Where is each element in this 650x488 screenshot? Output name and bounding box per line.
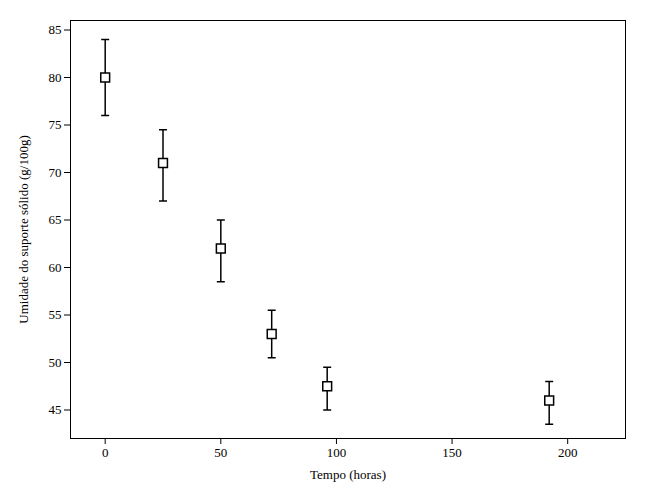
svg-text:45: 45 (49, 402, 62, 417)
svg-text:70: 70 (49, 165, 62, 180)
svg-text:55: 55 (49, 307, 62, 322)
svg-text:85: 85 (49, 22, 62, 37)
svg-text:200: 200 (558, 445, 578, 460)
svg-text:50: 50 (214, 445, 227, 460)
svg-text:75: 75 (49, 117, 62, 132)
svg-text:100: 100 (327, 445, 347, 460)
svg-text:Umidade do suporte sólido (g/1: Umidade do suporte sólido (g/100g) (16, 135, 31, 323)
svg-text:Tempo (horas): Tempo (horas) (310, 467, 386, 482)
svg-text:60: 60 (49, 260, 62, 275)
svg-text:65: 65 (49, 212, 62, 227)
svg-text:150: 150 (442, 445, 462, 460)
svg-text:0: 0 (102, 445, 109, 460)
svg-text:80: 80 (49, 70, 62, 85)
svg-text:50: 50 (49, 355, 62, 370)
